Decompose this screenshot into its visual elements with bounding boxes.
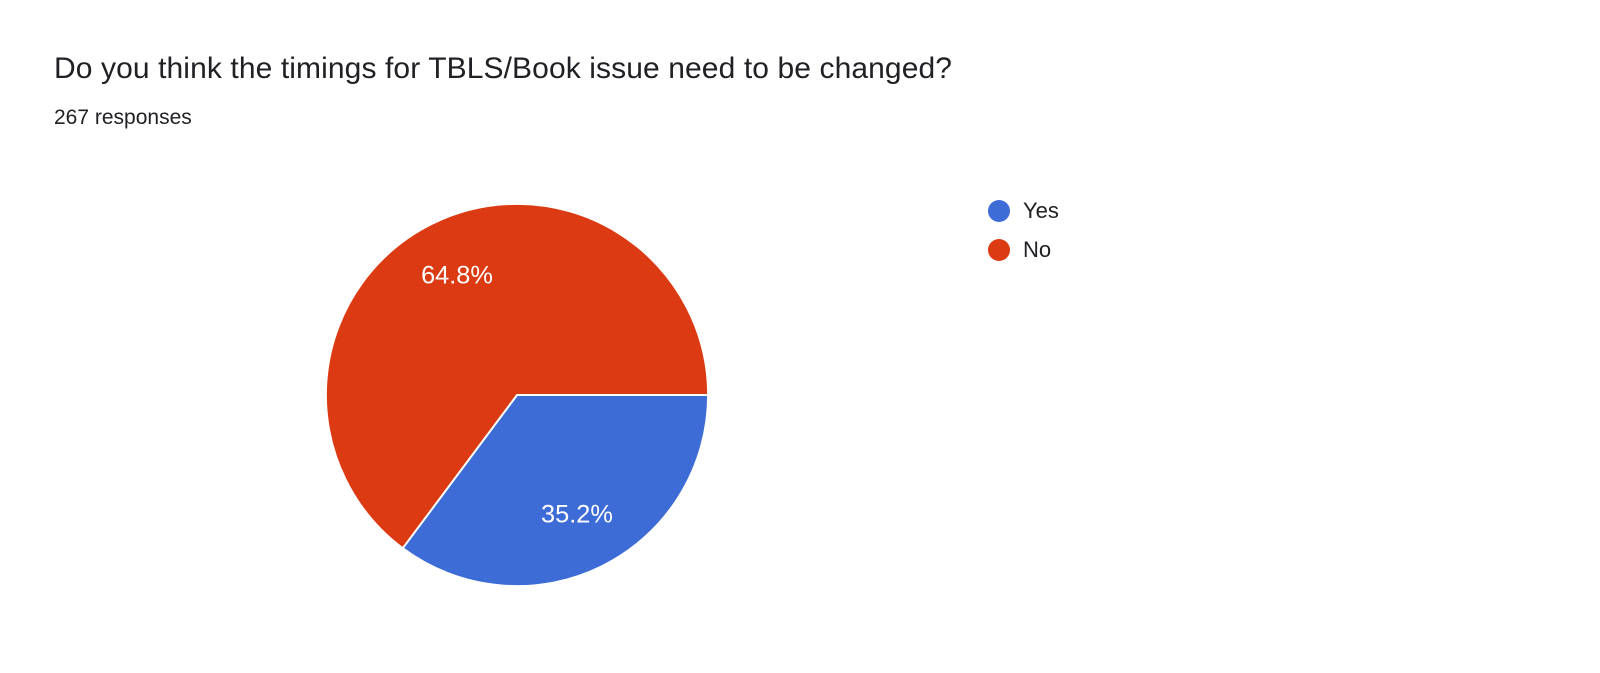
pie-slice-no	[325, 202, 710, 550]
pie-slice-yes	[401, 394, 710, 588]
legend-swatch	[988, 239, 1010, 261]
responses-count: 267 responses	[54, 106, 192, 129]
legend-label-yes: Yes	[1023, 198, 1059, 223]
chart-legend: Yes No	[988, 200, 1059, 261]
legend-item-yes: Yes	[988, 200, 1059, 222]
pie-slice-label: 35.2%	[541, 501, 613, 529]
legend-swatch	[988, 200, 1010, 222]
legend-label-no: No	[1023, 237, 1052, 262]
pie-chart-area: 35.2% 64.8%	[322, 200, 712, 590]
pie-chart-svg: 35.2% 64.8%	[325, 202, 710, 588]
pie-slice-label: 64.8%	[421, 261, 493, 289]
legend-item-no: No	[988, 239, 1059, 261]
question-title: Do you think the timings for TBLS/Book i…	[54, 52, 953, 85]
